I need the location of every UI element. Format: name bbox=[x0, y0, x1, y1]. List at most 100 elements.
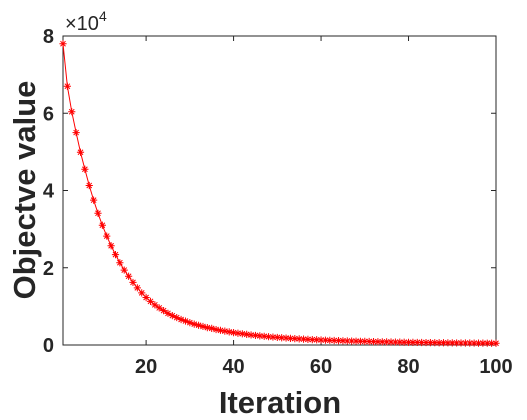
y-tick-label: 6 bbox=[43, 103, 54, 125]
data-point-marker bbox=[418, 338, 426, 347]
data-point-marker bbox=[348, 337, 356, 345]
data-point-marker bbox=[313, 336, 321, 344]
data-point-marker bbox=[164, 309, 172, 317]
data-point-marker bbox=[264, 333, 273, 341]
data-point-marker bbox=[383, 338, 391, 346]
data-point-marker bbox=[85, 181, 93, 190]
data-point-marker bbox=[330, 336, 338, 345]
data-point-marker bbox=[151, 301, 159, 309]
data-point-marker bbox=[159, 307, 168, 315]
data-point-marker bbox=[181, 317, 190, 325]
plot-background bbox=[62, 35, 497, 346]
data-point-marker bbox=[308, 335, 316, 344]
y-axis-exponent-label: ×104 bbox=[65, 8, 107, 35]
x-tick-label: 60 bbox=[310, 356, 332, 378]
data-point-marker bbox=[216, 326, 225, 334]
data-point-marker bbox=[273, 333, 281, 342]
data-point-marker bbox=[63, 82, 71, 90]
data-point-marker bbox=[435, 339, 443, 347]
data-point-marker bbox=[278, 334, 286, 342]
data-point-marker bbox=[317, 336, 325, 344]
data-point-marker bbox=[168, 312, 176, 320]
data-point-marker bbox=[68, 108, 76, 116]
data-point-marker bbox=[269, 333, 277, 341]
data-point-marker bbox=[409, 338, 417, 346]
data-point-marker bbox=[190, 320, 198, 328]
data-point-marker bbox=[479, 339, 487, 347]
data-point-marker bbox=[352, 337, 360, 345]
data-point-marker bbox=[243, 330, 251, 338]
data-point-marker bbox=[129, 278, 137, 287]
data-point-marker bbox=[138, 289, 146, 297]
data-point-marker bbox=[286, 334, 295, 342]
data-point-marker bbox=[94, 209, 102, 217]
data-point-marker bbox=[142, 293, 150, 302]
data-point-marker bbox=[483, 339, 491, 347]
data-point-marker bbox=[422, 338, 430, 347]
data-point-marker bbox=[361, 337, 369, 346]
data-point-marker bbox=[374, 338, 382, 346]
x-axis-ticks: 20 40 60 80 100 bbox=[135, 36, 513, 378]
data-point-marker bbox=[453, 339, 461, 347]
data-point-marker bbox=[369, 338, 378, 346]
data-point-marker bbox=[492, 339, 500, 347]
data-point-marker bbox=[448, 339, 456, 347]
data-point-marker bbox=[173, 313, 181, 322]
data-point-marker bbox=[81, 165, 89, 173]
data-point-marker bbox=[199, 322, 207, 331]
y-exponent-power: 4 bbox=[99, 8, 107, 24]
data-point-marker bbox=[234, 329, 242, 337]
data-point-marker bbox=[488, 339, 496, 347]
data-point-marker bbox=[282, 334, 290, 342]
data-point-marker bbox=[221, 327, 229, 335]
svg-text:×104: ×104 bbox=[65, 8, 107, 35]
y-tick-label: 0 bbox=[43, 335, 54, 357]
x-axis-title: Iteration bbox=[219, 385, 341, 420]
data-point-marker bbox=[225, 328, 233, 336]
data-point-marker bbox=[208, 324, 216, 332]
data-point-marker bbox=[177, 315, 185, 324]
y-tick-label: 2 bbox=[43, 258, 54, 280]
data-point-marker bbox=[470, 339, 478, 347]
data-point-marker bbox=[457, 339, 465, 347]
data-point-marker bbox=[194, 321, 203, 329]
data-point-marker bbox=[256, 332, 264, 340]
data-point-marker bbox=[186, 318, 194, 327]
data-point-marker bbox=[107, 242, 115, 250]
data-point-marker bbox=[247, 331, 255, 339]
data-point-marker bbox=[439, 339, 448, 347]
data-point-marker bbox=[295, 335, 303, 343]
data-point-marker bbox=[444, 339, 452, 347]
data-point-marker bbox=[365, 337, 373, 346]
data-point-marker bbox=[466, 339, 474, 347]
data-point-marker bbox=[304, 335, 312, 343]
data-point-marker bbox=[299, 335, 308, 343]
data-point-marker bbox=[90, 196, 98, 204]
data-point-marker bbox=[334, 337, 343, 345]
data-point-marker bbox=[404, 338, 413, 346]
x-tick-label: 100 bbox=[479, 356, 512, 378]
y-axis-title: Objectve value bbox=[7, 81, 42, 300]
y-exponent-base: ×10 bbox=[65, 13, 99, 35]
data-point-marker bbox=[229, 329, 238, 337]
data-point-marker bbox=[321, 336, 330, 344]
data-point-marker bbox=[339, 337, 347, 345]
data-point-marker bbox=[120, 266, 128, 274]
y-tick-label: 4 bbox=[43, 181, 55, 203]
data-point-marker bbox=[396, 338, 404, 346]
data-point-marker bbox=[212, 325, 220, 334]
data-point-marker bbox=[474, 339, 483, 347]
data-point-marker bbox=[387, 338, 395, 346]
y-tick-label: 8 bbox=[43, 26, 54, 48]
data-point-marker bbox=[426, 339, 434, 347]
data-point-marker bbox=[203, 324, 211, 332]
x-tick-label: 80 bbox=[397, 356, 419, 378]
y-axis-ticks: 0 2 4 6 8 bbox=[43, 26, 496, 357]
series-group bbox=[59, 40, 500, 347]
data-point-marker bbox=[343, 337, 351, 345]
data-point-marker bbox=[291, 335, 299, 343]
data-point-marker bbox=[133, 284, 141, 292]
data-point-marker bbox=[356, 337, 365, 345]
data-point-marker bbox=[413, 338, 421, 347]
